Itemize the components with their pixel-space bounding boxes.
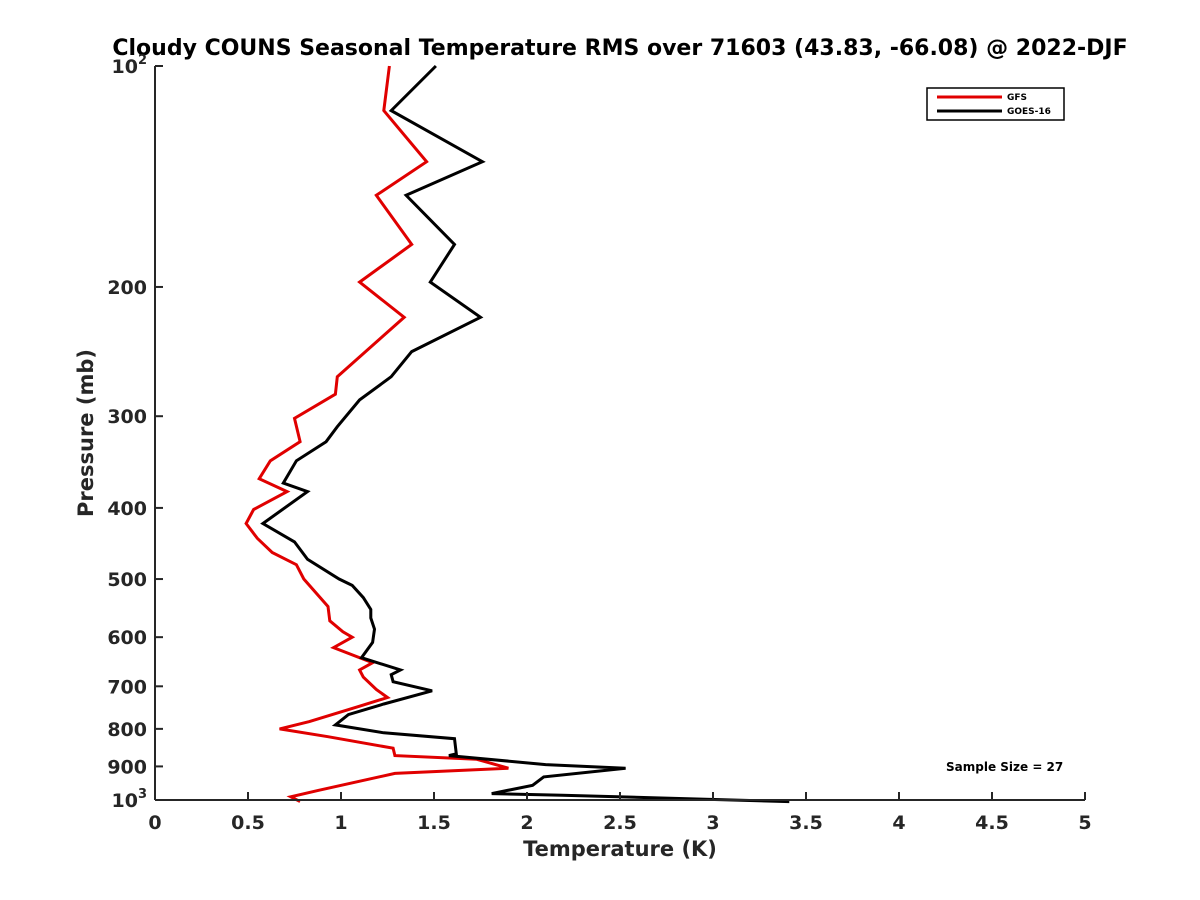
x-tick-label: 0.5 <box>231 812 265 834</box>
y-tick-label: 200 <box>107 277 147 299</box>
y-tick-label: 600 <box>107 627 147 649</box>
x-tick-label: 3 <box>706 812 719 834</box>
y-tick-label: 103 <box>112 787 148 812</box>
y-axis-label: Pressure (mb) <box>74 349 98 517</box>
y-tick-base: 700 <box>107 676 147 698</box>
legend-label-goes16: GOES-16 <box>1007 107 1051 117</box>
y-tick-label: 400 <box>107 498 147 520</box>
x-tick-label: 2.5 <box>603 812 637 834</box>
y-tick-label: 500 <box>107 569 147 591</box>
x-tick-label: 1.5 <box>417 812 451 834</box>
x-tick-label: 5 <box>1078 812 1091 834</box>
x-tick-label: 4.5 <box>975 812 1009 834</box>
x-tick-label: 4 <box>892 812 905 834</box>
y-tick-base: 400 <box>107 498 147 520</box>
y-tick-label: 300 <box>107 406 147 428</box>
y-tick-base: 500 <box>107 569 147 591</box>
legend-box <box>926 87 1065 121</box>
series-line-gfs <box>244 65 509 803</box>
series-layer <box>244 64 790 804</box>
x-tick-label: 1 <box>334 812 347 834</box>
x-axis-label: Temperature (K) <box>523 837 717 861</box>
x-ticks: 0 0.5 1 1.5 2 2.5 3 3.5 4 4.5 5 <box>148 792 1092 834</box>
x-tick-label: 0 <box>148 812 161 834</box>
y-tick-label: 102 <box>112 53 148 78</box>
y-tick-base: 10 <box>112 56 138 78</box>
y-tick-base: 10 <box>112 790 138 812</box>
x-tick-label: 3.5 <box>789 812 823 834</box>
sample-size-annotation: Sample Size = 27 <box>946 760 1063 774</box>
x-tick-label: 2 <box>520 812 533 834</box>
chart-title: Cloudy COUNS Seasonal Temperature RMS ov… <box>112 36 1127 61</box>
y-tick-base: 800 <box>107 719 147 741</box>
y-tick-base: 200 <box>107 277 147 299</box>
y-tick-label: 800 <box>107 719 147 741</box>
y-tick-base: 600 <box>107 627 147 649</box>
y-tick-base: 300 <box>107 406 147 428</box>
legend: GFS GOES-16 <box>926 87 1065 121</box>
y-tick-exponent: 3 <box>138 787 147 802</box>
legend-label-gfs: GFS <box>1007 93 1027 103</box>
y-tick-label: 900 <box>107 756 147 778</box>
y-tick-base: 900 <box>107 756 147 778</box>
y-tick-exponent: 2 <box>138 53 147 68</box>
y-tick-label: 700 <box>107 676 147 698</box>
series-line-goes16 <box>260 64 790 804</box>
